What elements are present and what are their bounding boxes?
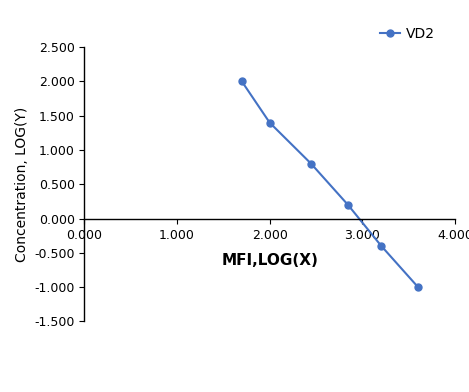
VD2 xyxy=(308,162,314,166)
VD2 xyxy=(267,120,272,125)
VD2 xyxy=(345,202,351,207)
X-axis label: MFI,LOG(X): MFI,LOG(X) xyxy=(221,253,318,268)
Line: VD2: VD2 xyxy=(238,78,422,290)
Legend: VD2: VD2 xyxy=(374,21,440,46)
VD2 xyxy=(415,285,421,289)
Y-axis label: Concentration, LOG(Y): Concentration, LOG(Y) xyxy=(15,107,29,262)
VD2 xyxy=(239,79,245,84)
VD2 xyxy=(378,243,384,248)
